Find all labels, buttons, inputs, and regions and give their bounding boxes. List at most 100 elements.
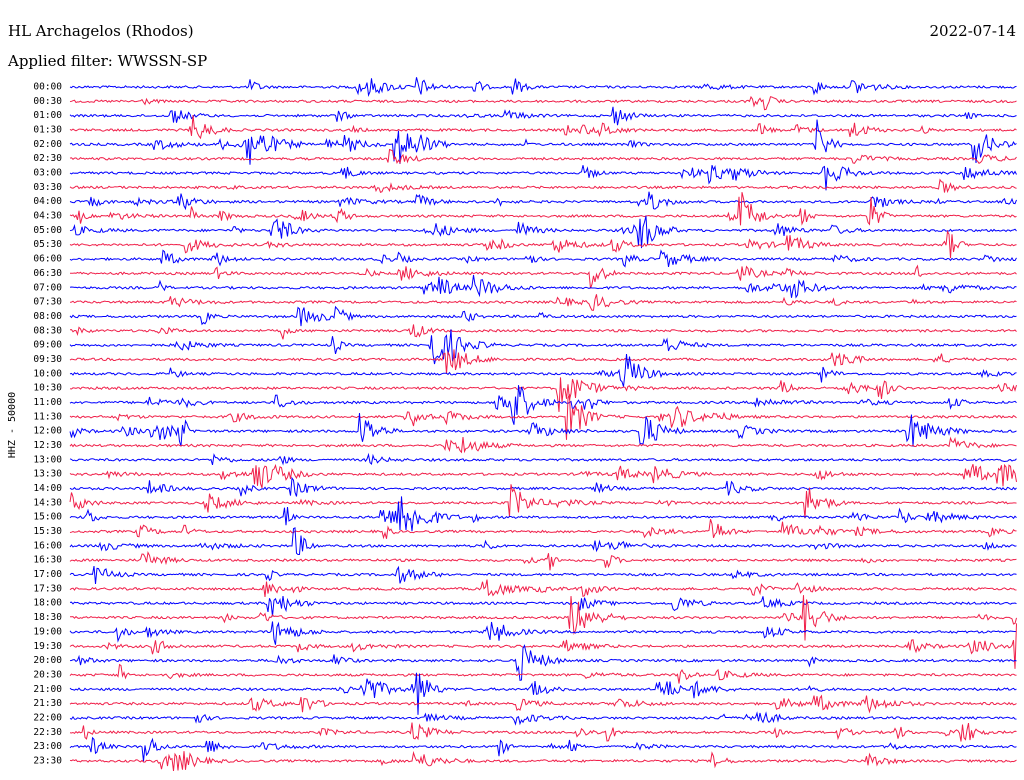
- row-label: 06:30: [33, 268, 62, 279]
- row-label: 14:30: [33, 497, 62, 508]
- row-label: 21:00: [33, 684, 62, 695]
- row-label: 18:00: [33, 598, 62, 609]
- station-name: HL Archagelos (Rhodos): [8, 22, 194, 40]
- row-label: 01:00: [33, 110, 62, 121]
- filter: Applied filter: WWSSN-SP: [7, 52, 207, 70]
- row-label: 20:00: [33, 655, 62, 666]
- trace: [69, 294, 1017, 311]
- row-label: 15:30: [33, 526, 62, 537]
- row-label: 11:00: [33, 397, 62, 408]
- trace: [69, 621, 1017, 645]
- row-label: 12:30: [33, 440, 62, 451]
- row-label: 16:30: [33, 555, 62, 566]
- traces: [69, 77, 1017, 772]
- row-label: 09:00: [33, 340, 62, 351]
- trace: [69, 722, 1017, 742]
- trace: [69, 178, 1017, 194]
- row-label: 13:00: [33, 454, 62, 465]
- trace: [69, 106, 1017, 126]
- trace: [69, 413, 1017, 447]
- row-label: 13:30: [33, 469, 62, 480]
- row-label: 01:30: [33, 125, 62, 136]
- trace: [69, 324, 1017, 340]
- trace: [69, 95, 1017, 111]
- trace: [69, 623, 1017, 669]
- row-label: 20:30: [33, 669, 62, 680]
- row-label: 09:30: [33, 354, 62, 365]
- row-label: 08:00: [33, 311, 62, 322]
- trace: [69, 496, 1017, 532]
- trace: [69, 436, 1017, 454]
- trace: [69, 694, 1017, 714]
- row-label: 00:30: [33, 96, 62, 107]
- row-label: 03:00: [33, 168, 62, 179]
- trace: [69, 750, 1017, 772]
- trace: [69, 579, 1017, 597]
- row-label: 00:00: [33, 82, 62, 93]
- trace: [69, 77, 1017, 97]
- date: 2022-07-14: [930, 22, 1016, 40]
- trace: [69, 354, 1017, 387]
- row-label: 14:00: [33, 483, 62, 494]
- row-label: 03:30: [33, 182, 62, 193]
- row-label: 22:30: [33, 727, 62, 738]
- trace: [69, 519, 1017, 540]
- trace: [69, 275, 1017, 299]
- row-label: 15:00: [33, 512, 62, 523]
- row-label: 04:30: [33, 211, 62, 222]
- trace: [69, 377, 1017, 412]
- trace: [69, 672, 1017, 715]
- row-label: 11:30: [33, 411, 62, 422]
- channel-label: HHZ - 50000: [7, 392, 18, 458]
- row-label: 22:00: [33, 712, 62, 723]
- trace: [69, 663, 1017, 684]
- row-label: 06:00: [33, 254, 62, 265]
- trace: [69, 249, 1017, 268]
- trace: [69, 736, 1017, 762]
- trace: [69, 711, 1017, 726]
- trace: [69, 565, 1017, 585]
- trace: [70, 595, 1017, 641]
- trace: [69, 215, 1017, 249]
- trace: [69, 452, 1017, 466]
- row-label: 08:30: [33, 325, 62, 336]
- row-label: 02:00: [33, 139, 62, 150]
- row-label: 04:00: [33, 196, 62, 207]
- row-label: 10:00: [33, 368, 62, 379]
- trace: [69, 644, 1017, 682]
- row-label: 21:30: [33, 698, 62, 709]
- trace: [69, 463, 1017, 488]
- row-label: 07:00: [33, 282, 62, 293]
- trace: [69, 476, 1017, 497]
- row-label: 17:00: [33, 569, 62, 580]
- trace: [69, 164, 1017, 191]
- row-label: 05:30: [33, 239, 62, 250]
- trace: [69, 191, 1017, 211]
- row-label: 10:30: [33, 383, 62, 394]
- trace: [69, 192, 1017, 226]
- row-label: 17:30: [33, 583, 62, 594]
- trace: [69, 385, 1017, 425]
- trace: [69, 527, 1017, 556]
- row-label: 23:30: [33, 755, 62, 766]
- trace: [69, 264, 1017, 289]
- row-label: 18:30: [33, 612, 62, 623]
- trace: [69, 394, 1017, 440]
- trace: [69, 596, 1017, 617]
- trace: [69, 551, 1017, 571]
- trace: [69, 114, 1017, 140]
- trace: [69, 305, 1017, 327]
- row-label: 02:30: [33, 153, 62, 164]
- trace: [69, 119, 1017, 165]
- trace: [69, 148, 1017, 165]
- trace: [69, 349, 1017, 374]
- trace: [69, 484, 1017, 519]
- row-label: 23:00: [33, 741, 62, 752]
- row-label: 05:00: [33, 225, 62, 236]
- row-label: 07:30: [33, 297, 62, 308]
- row-label: 12:00: [33, 426, 62, 437]
- row-label: 19:00: [33, 626, 62, 637]
- trace: [69, 229, 1017, 259]
- row-label: 16:00: [33, 540, 62, 551]
